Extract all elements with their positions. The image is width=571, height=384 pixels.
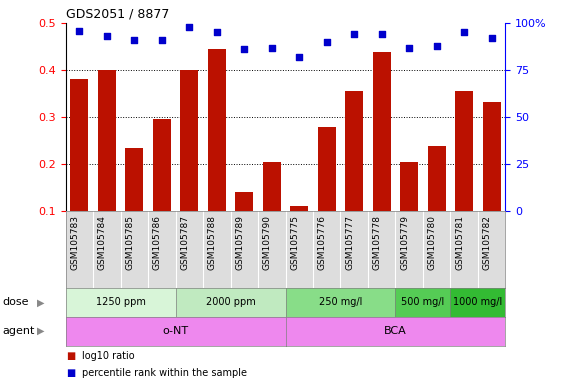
Text: GSM105787: GSM105787 — [180, 215, 190, 270]
Bar — [345, 91, 363, 258]
Point — [185, 24, 194, 30]
Text: GSM105782: GSM105782 — [482, 215, 492, 270]
Point — [212, 30, 222, 36]
Bar — [318, 127, 336, 258]
Text: 1250 ppm: 1250 ppm — [96, 297, 146, 308]
Text: GSM105780: GSM105780 — [428, 215, 437, 270]
Text: percentile rank within the sample: percentile rank within the sample — [82, 368, 247, 378]
Bar — [455, 91, 473, 258]
Point — [432, 43, 441, 49]
Text: GSM105781: GSM105781 — [455, 215, 464, 270]
Bar — [482, 102, 501, 258]
Bar — [98, 70, 116, 258]
Text: GSM105778: GSM105778 — [373, 215, 381, 270]
Point — [157, 37, 166, 43]
Text: GSM105777: GSM105777 — [345, 215, 354, 270]
Bar — [180, 70, 198, 258]
Point — [349, 31, 359, 37]
Text: ▶: ▶ — [37, 297, 45, 308]
Point — [377, 31, 386, 37]
Text: GSM105789: GSM105789 — [235, 215, 244, 270]
Text: GSM105786: GSM105786 — [153, 215, 162, 270]
Text: GSM105775: GSM105775 — [290, 215, 299, 270]
Text: ■: ■ — [66, 368, 75, 378]
Text: GSM105783: GSM105783 — [70, 215, 79, 270]
Text: BCA: BCA — [384, 326, 407, 336]
Point — [267, 45, 276, 51]
Bar — [428, 146, 445, 258]
Text: 500 mg/l: 500 mg/l — [401, 297, 444, 308]
Point — [130, 37, 139, 43]
Text: 2000 ppm: 2000 ppm — [206, 297, 255, 308]
Bar — [126, 148, 143, 258]
Text: 250 mg/l: 250 mg/l — [319, 297, 362, 308]
Point — [102, 33, 111, 39]
Point — [322, 39, 331, 45]
Text: ▶: ▶ — [37, 326, 45, 336]
Text: GSM105785: GSM105785 — [126, 215, 134, 270]
Bar — [290, 207, 308, 258]
Text: GSM105784: GSM105784 — [98, 215, 107, 270]
Bar — [208, 49, 226, 258]
Bar — [235, 192, 253, 258]
Text: GSM105779: GSM105779 — [400, 215, 409, 270]
Text: GSM105788: GSM105788 — [208, 215, 217, 270]
Point — [75, 28, 84, 34]
Bar — [70, 79, 89, 258]
Point — [487, 35, 496, 41]
Text: o-NT: o-NT — [163, 326, 188, 336]
Text: GDS2051 / 8877: GDS2051 / 8877 — [66, 8, 169, 21]
Text: agent: agent — [3, 326, 35, 336]
Text: 1000 mg/l: 1000 mg/l — [453, 297, 502, 308]
Bar — [263, 162, 281, 258]
Point — [295, 54, 304, 60]
Text: GSM105776: GSM105776 — [317, 215, 327, 270]
Text: log10 ratio: log10 ratio — [82, 351, 134, 361]
Point — [405, 45, 414, 51]
Bar — [373, 52, 391, 258]
Point — [240, 46, 249, 53]
Text: dose: dose — [3, 297, 29, 308]
Bar — [153, 119, 171, 258]
Bar — [400, 162, 418, 258]
Point — [460, 30, 469, 36]
Text: GSM105790: GSM105790 — [263, 215, 272, 270]
Text: ■: ■ — [66, 351, 75, 361]
